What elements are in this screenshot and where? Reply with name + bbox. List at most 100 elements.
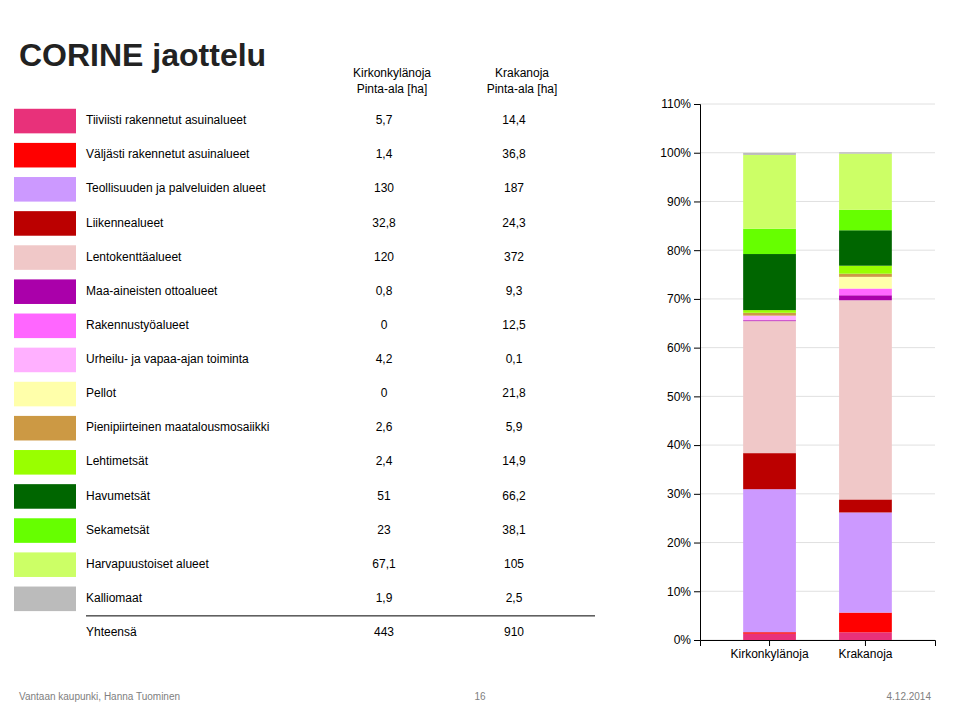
table-value: 38,1 — [502, 523, 526, 537]
bar-segment — [743, 310, 796, 313]
grid-line — [700, 250, 935, 251]
title: CORINE jaottelu — [19, 37, 266, 73]
bar-segment — [743, 321, 796, 453]
bar-segment — [839, 274, 892, 277]
y-tick: 60% — [667, 341, 700, 355]
x-axis: Kirkonkylänoja Krakanoja — [701, 640, 936, 661]
y-tick: 40% — [667, 438, 700, 452]
grid-line — [700, 298, 935, 299]
bars — [743, 152, 892, 640]
y-tick-label: 50% — [667, 390, 691, 404]
legend-swatch — [14, 450, 76, 475]
y-tick-label: 90% — [667, 195, 691, 209]
total-value: 443 — [374, 625, 394, 639]
grid-line — [700, 347, 935, 348]
legend-swatch — [14, 109, 76, 134]
legend-entry: Urheilu- ja vapaa-ajan toiminta — [86, 352, 249, 366]
y-tick: 0% — [674, 633, 700, 647]
table-value: 0 — [381, 318, 388, 332]
legend-swatch — [14, 279, 76, 304]
x-tick-label: Krakanoja — [838, 647, 892, 661]
y-tick-mark — [694, 104, 700, 105]
y-tick-mark — [694, 299, 700, 300]
bar-segment — [743, 229, 796, 254]
footer: Vantaan kaupunki, Hanna Tuominen — [19, 691, 180, 702]
table-value: 9,3 — [506, 284, 523, 298]
y-tick-mark — [694, 153, 700, 154]
table-value: 36,8 — [502, 147, 526, 161]
y-tick: 100% — [660, 146, 700, 160]
grid-line — [700, 104, 935, 105]
y-tick-label: 30% — [667, 487, 691, 501]
y-tick: 90% — [667, 195, 700, 209]
legend-swatch — [14, 518, 76, 543]
x-tick-mark — [769, 640, 770, 646]
legend-swatch — [14, 245, 76, 270]
table-value: 0,1 — [506, 352, 523, 366]
y-tick-label: 100% — [660, 146, 691, 160]
y-tick-label: 110% — [661, 97, 691, 111]
table-value: 187 — [504, 181, 524, 195]
table-value: 4,2 — [376, 352, 393, 366]
y-tick-label: 80% — [667, 244, 691, 258]
bar-segment — [743, 313, 796, 316]
y-tick: 80% — [667, 244, 700, 258]
bar-segment — [743, 254, 796, 310]
legend-swatch — [14, 552, 76, 577]
legend-swatch — [14, 348, 76, 373]
legend-swatch — [14, 177, 76, 202]
total-value: 910 — [504, 625, 524, 639]
y-tick-mark — [694, 591, 700, 592]
table-separator — [86, 615, 595, 616]
legend-swatch — [14, 211, 76, 236]
legend-entry: Havumetsät — [86, 489, 151, 503]
table-value: 2,4 — [376, 454, 393, 468]
y-tick: 70% — [667, 292, 700, 306]
y-tick-mark — [694, 396, 700, 397]
table-value: 5,7 — [376, 113, 393, 127]
y-tick: 20% — [667, 536, 700, 550]
grid-line — [700, 493, 935, 494]
grid-line — [700, 396, 935, 397]
table-value: 5,9 — [506, 420, 523, 434]
bar-segment — [743, 632, 796, 634]
grid-line — [700, 591, 935, 592]
bar-segment — [839, 613, 892, 633]
legend-entry: Teollisuuden ja palveluiden alueet — [86, 181, 266, 195]
bar-segment — [839, 210, 892, 230]
total-label: Yhteensä — [86, 625, 137, 639]
table-value: 0,8 — [376, 284, 393, 298]
grid — [700, 104, 935, 640]
bar-segment — [839, 295, 892, 300]
bar-segment — [839, 499, 892, 512]
bar-segment — [743, 489, 796, 632]
bar-segment — [743, 316, 796, 321]
legend-entry: Lentokenttäalueet — [86, 250, 182, 264]
grid-line — [700, 445, 935, 446]
legend-entry: Väljästi rakennetut asuinalueet — [86, 147, 250, 161]
legend-entry: Tiiviisti rakennetut asuinalueet — [86, 113, 247, 127]
x-tick: Kirkonkylänoja — [731, 640, 809, 661]
y-tick-mark — [694, 348, 700, 349]
table-value: 21,8 — [502, 386, 526, 400]
y-tick-label: 60% — [667, 341, 691, 355]
y-tick-label: 10% — [667, 585, 691, 599]
bar-segment — [839, 266, 892, 274]
bar-segment — [743, 453, 796, 489]
legend-entry: Pellot — [86, 386, 117, 400]
table: KirkonkylänojaPinta-ala [ha]KrakanojaPin… — [14, 66, 595, 639]
legend-swatch — [14, 382, 76, 407]
legend-entry: Liikennealueet — [86, 216, 164, 230]
table-value: 372 — [504, 250, 524, 264]
table-value: 12,5 — [502, 318, 526, 332]
y-tick-mark — [694, 494, 700, 495]
y-axis-line — [694, 105, 701, 641]
bar-segment — [743, 155, 796, 229]
legend-entry: Lehtimetsät — [86, 454, 149, 468]
bar-segment — [743, 153, 796, 155]
table-value: 14,4 — [502, 113, 526, 127]
table-value: 14,9 — [502, 454, 526, 468]
y-tick-mark — [694, 543, 700, 544]
legend-swatch — [14, 484, 76, 509]
footer: 4.12.2014 — [887, 691, 932, 702]
